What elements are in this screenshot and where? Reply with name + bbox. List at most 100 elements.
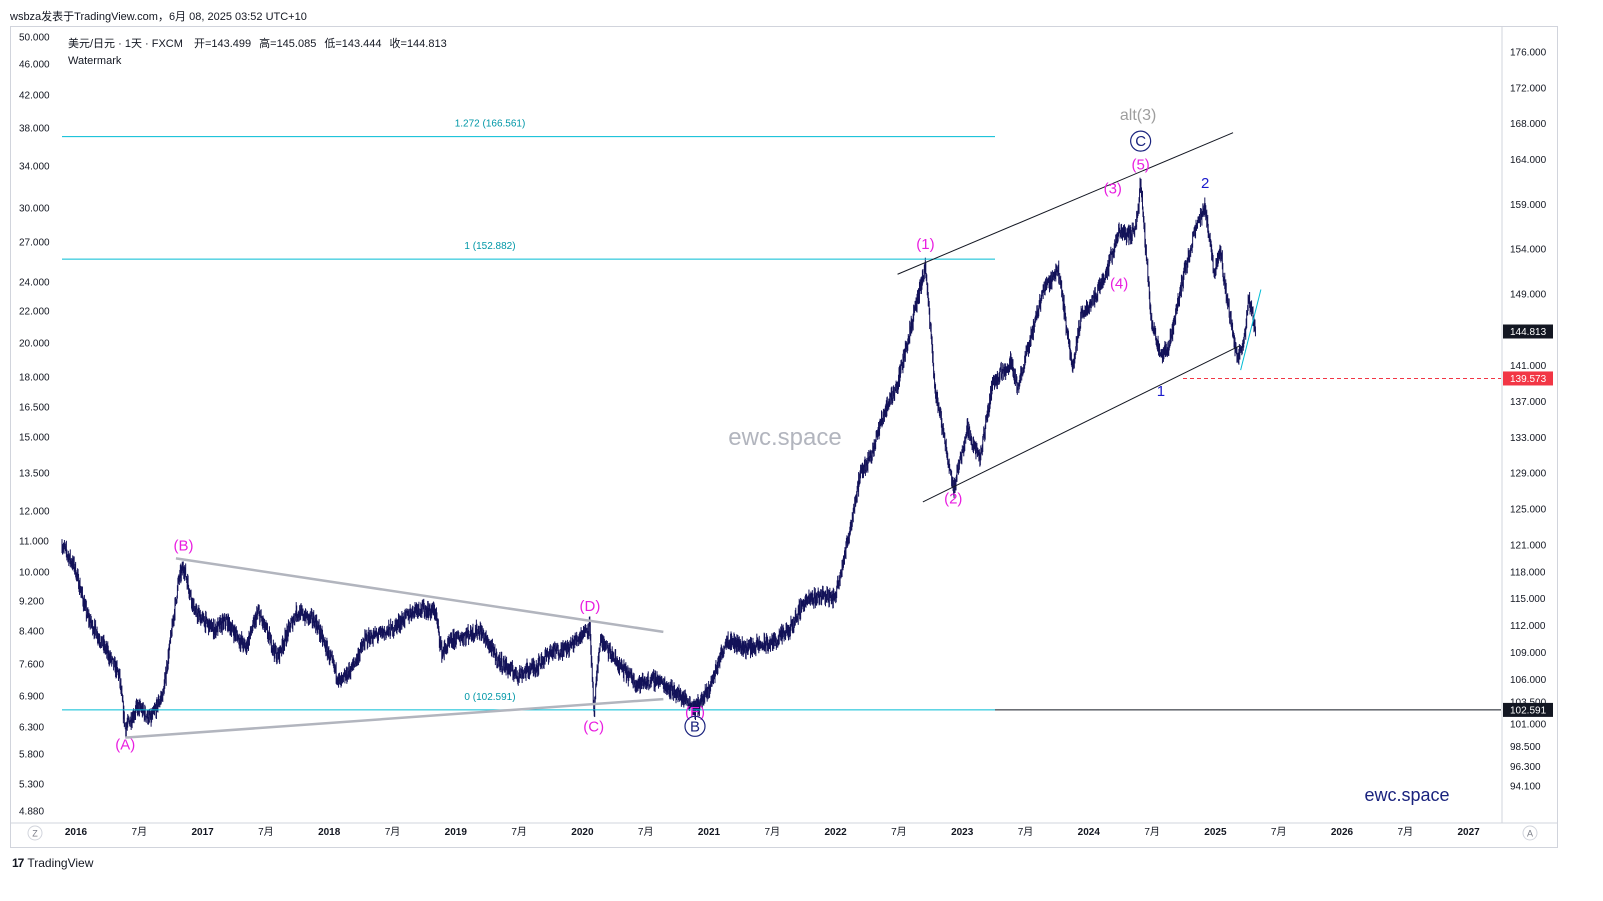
svg-text:(3): (3) bbox=[1104, 181, 1122, 198]
watermark-indicator-label[interactable]: Watermark bbox=[68, 55, 122, 67]
wave-label-6[interactable]: (1) bbox=[916, 236, 934, 253]
left-axis-button[interactable]: Z bbox=[27, 825, 43, 841]
ohlc-values: 开=143.499 高=145.085 低=143.444 收=144.813 bbox=[194, 38, 455, 50]
wave-label-7[interactable]: (2) bbox=[944, 491, 962, 508]
time-axis-tick-2: 2017 bbox=[191, 827, 214, 838]
trend-line-cyan[interactable] bbox=[1240, 289, 1262, 371]
symbol-legend: 美元/日元 · 1天 · FXCM 开=143.499 高=145.085 低=14… bbox=[68, 35, 455, 67]
center-watermark: ewc.space bbox=[728, 424, 841, 451]
chart-annotations: 1.272 (166.561) 1 (152.882) 0 (102.591) (A)… bbox=[62, 107, 1501, 805]
right-axis-tick-19: 103.500 bbox=[1510, 697, 1547, 708]
svg-text:(4): (4) bbox=[1110, 276, 1128, 293]
left-axis-tick-24: 4.880 bbox=[19, 807, 44, 818]
left-axis-tick-23: 5.300 bbox=[19, 780, 44, 791]
wave-label-3[interactable]: (D) bbox=[580, 598, 601, 615]
right-axis-tick-0: 176.000 bbox=[1510, 48, 1547, 59]
time-axis-tick-3: 7月 bbox=[258, 826, 274, 838]
svg-text:C: C bbox=[1135, 133, 1146, 150]
right-axis-tick-21: 98.500 bbox=[1510, 742, 1541, 753]
svg-text:1: 1 bbox=[1157, 383, 1165, 400]
wave-label-12[interactable]: alt(3) bbox=[1120, 107, 1156, 124]
svg-text:2: 2 bbox=[1201, 175, 1209, 192]
right-axis-tick-23: 94.100 bbox=[1510, 782, 1541, 793]
wave-label-4[interactable]: (E) bbox=[685, 704, 705, 721]
chart-frame bbox=[10, 26, 1558, 848]
fib-level-label-2: 0 (102.591) bbox=[464, 692, 515, 703]
right-axis-tick-1: 172.000 bbox=[1510, 83, 1547, 94]
wave-label-0[interactable]: (A) bbox=[115, 736, 135, 753]
tradingview-brand[interactable]: 17 TradingView bbox=[12, 856, 93, 870]
fib-level-label-0: 1.272 (166.561) bbox=[455, 119, 526, 130]
right-axis-tick-16: 112.000 bbox=[1510, 621, 1546, 632]
right-axis-tick-2: 168.000 bbox=[1510, 119, 1547, 130]
wave-label-13[interactable]: 1 bbox=[1157, 383, 1165, 400]
left-axis-tick-11: 16.500 bbox=[19, 403, 50, 414]
svg-text:B: B bbox=[690, 718, 700, 735]
open-value: 开=143.499 bbox=[193, 38, 252, 50]
svg-text:A: A bbox=[1527, 829, 1533, 839]
right-axis-tick-20: 101.000 bbox=[1510, 720, 1547, 731]
time-axis-tick-5: 7月 bbox=[385, 826, 401, 838]
brand-name: TradingView bbox=[27, 856, 94, 870]
auto-scale-button[interactable]: A bbox=[1522, 825, 1538, 841]
svg-text:(C): (C) bbox=[583, 718, 604, 735]
channel-upper-line[interactable] bbox=[897, 132, 1234, 275]
right-axis-tick-18: 106.000 bbox=[1510, 675, 1547, 686]
svg-text:(A): (A) bbox=[115, 736, 135, 753]
svg-text:Z: Z bbox=[32, 829, 38, 839]
left-axis-tick-20: 6.900 bbox=[19, 692, 44, 703]
triangle-upper-line[interactable] bbox=[175, 557, 664, 634]
fib-level-label-1: 1 (152.882) bbox=[464, 241, 515, 252]
wave-label-11[interactable]: C bbox=[1130, 130, 1152, 152]
time-axis-tick-8: 2020 bbox=[571, 827, 594, 838]
svg-text:(D): (D) bbox=[580, 598, 601, 615]
time-axis-tick-18: 2025 bbox=[1204, 827, 1227, 838]
left-axis-tick-18: 8.400 bbox=[19, 627, 44, 638]
wave-label-14[interactable]: 2 bbox=[1201, 175, 1209, 192]
wave-label-2[interactable]: (C) bbox=[583, 718, 604, 735]
svg-text:(1): (1) bbox=[916, 236, 934, 253]
time-axis-tick-1: 7月 bbox=[132, 826, 148, 838]
low-value: 低=143.444 bbox=[324, 38, 382, 50]
wave-label-8[interactable]: (3) bbox=[1104, 181, 1122, 198]
wave-label-10[interactable]: (5) bbox=[1131, 156, 1149, 173]
time-axis-tick-22: 2027 bbox=[1457, 827, 1480, 838]
right-axis-tick-15: 115.000 bbox=[1510, 594, 1546, 605]
svg-text:(2): (2) bbox=[944, 491, 962, 508]
right-axis-tick-11: 129.000 bbox=[1510, 469, 1547, 480]
left-axis-tick-17: 9.200 bbox=[19, 597, 44, 608]
channel-lower-line[interactable] bbox=[922, 345, 1240, 503]
left-axis-tick-15: 11.000 bbox=[19, 537, 49, 548]
wave-label-9[interactable]: (4) bbox=[1110, 276, 1128, 293]
left-axis-tick-5: 30.000 bbox=[19, 204, 50, 215]
wave-label-1[interactable]: (B) bbox=[174, 537, 194, 554]
left-axis-tick-14: 12.000 bbox=[19, 507, 50, 518]
svg-text:alt(3): alt(3) bbox=[1120, 107, 1156, 124]
triangle-lower-line[interactable] bbox=[125, 697, 664, 739]
left-axis-tick-10: 18.000 bbox=[19, 373, 50, 384]
last-price-badge: 144.813 bbox=[1503, 324, 1553, 339]
left-axis-tick-22: 5.800 bbox=[19, 750, 44, 761]
right-axis-tick-5: 154.000 bbox=[1510, 245, 1547, 256]
time-axis-tick-16: 2024 bbox=[1078, 827, 1101, 838]
time-axis-tick-4: 2018 bbox=[318, 827, 341, 838]
stop-price-badge: 139.573 bbox=[1503, 371, 1553, 386]
left-axis-tick-8: 22.000 bbox=[19, 307, 50, 318]
symbol-name[interactable]: 美元/日元 · 1天 · FXCM bbox=[68, 38, 183, 50]
close-value: 收=144.813 bbox=[389, 38, 447, 50]
time-axis-tick-12: 2022 bbox=[824, 827, 847, 838]
svg-text:(5): (5) bbox=[1131, 156, 1149, 173]
left-axis-tick-3: 38.000 bbox=[19, 124, 50, 135]
left-axis-tick-6: 27.000 bbox=[19, 238, 50, 249]
publish-info: wsbza发表于TradingView.com，6月 08, 2025 03:5… bbox=[10, 11, 307, 23]
wave-label-5[interactable]: B bbox=[684, 715, 706, 737]
time-axis-tick-17: 7月 bbox=[1144, 826, 1160, 838]
right-axis-tick-3: 164.000 bbox=[1510, 155, 1547, 166]
time-axis-tick-10: 2021 bbox=[698, 827, 721, 838]
right-axis-tick-6: 149.000 bbox=[1510, 289, 1547, 300]
tradingview-logo-icon: 17 bbox=[12, 856, 24, 870]
time-axis-tick-11: 7月 bbox=[765, 826, 781, 838]
price-axes: 176.000 172.000 168.000 164.000 159.000 154.0… bbox=[10, 27, 1558, 841]
right-axis-tick-10: 133.000 bbox=[1510, 433, 1547, 444]
